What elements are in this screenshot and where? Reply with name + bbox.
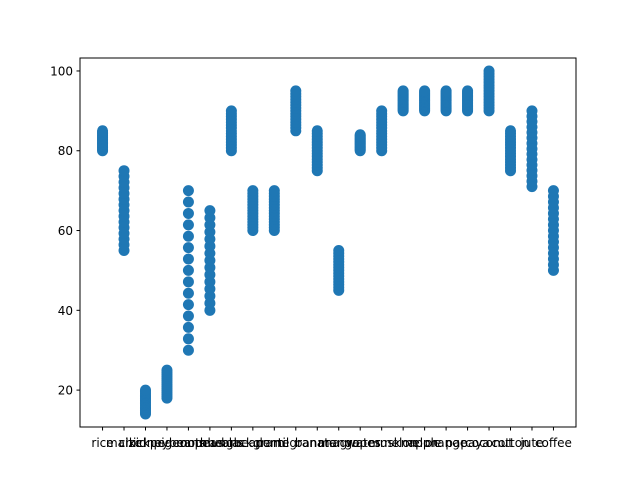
y-axis: 20 40 60 80 100 xyxy=(50,64,80,398)
y-tick-label: 80 xyxy=(58,144,73,158)
series-points-chickpea xyxy=(139,384,151,420)
series-points-mango xyxy=(333,244,345,296)
series-points-cotton xyxy=(505,125,517,177)
x-tick-label: kidneybeans xyxy=(129,436,205,450)
data-point xyxy=(225,105,237,117)
data-point xyxy=(333,244,345,256)
data-point xyxy=(397,85,409,97)
data-point xyxy=(182,310,194,322)
series-points-banana xyxy=(311,125,323,177)
data-point xyxy=(547,185,559,197)
data-point xyxy=(268,185,280,197)
x-tick-label: cotton xyxy=(491,436,529,450)
x-tick-label: blackgram xyxy=(221,436,284,450)
data-point xyxy=(505,125,517,137)
series-points-grapes xyxy=(354,129,366,157)
x-tick-label: apple xyxy=(408,436,441,450)
x-tick-label: lentil xyxy=(259,436,289,450)
data-point xyxy=(182,207,194,219)
series-points-rice xyxy=(97,125,109,157)
data-point xyxy=(182,333,194,345)
y-tick-label: 20 xyxy=(58,384,73,398)
series-points-watermelon xyxy=(376,105,388,157)
points-layer xyxy=(97,65,559,420)
series-points-lentil xyxy=(268,185,280,237)
series-points-coffee xyxy=(547,185,559,276)
x-tick-label: coconut xyxy=(465,436,513,450)
data-point xyxy=(182,299,194,311)
x-tick-label: banana xyxy=(295,436,340,450)
data-point xyxy=(182,264,194,276)
series-points-pigeonpeas xyxy=(182,185,194,356)
data-point xyxy=(290,85,302,97)
series-points-mothbeans xyxy=(204,205,216,316)
series-points-maize xyxy=(118,165,130,256)
x-tick-label: watermelon xyxy=(346,436,417,450)
data-point xyxy=(182,321,194,333)
data-point xyxy=(182,344,194,356)
series-points-coconut xyxy=(483,65,495,117)
data-point xyxy=(204,205,216,217)
x-tick-label: muskmelon xyxy=(368,436,438,450)
x-tick-label: pigeonpeas xyxy=(154,436,224,450)
series-points-pomegranate xyxy=(290,85,302,137)
series-points-papaya xyxy=(462,85,474,117)
data-point xyxy=(182,196,194,208)
data-point xyxy=(247,185,259,197)
x-tick-label: coffee xyxy=(535,436,572,450)
data-point xyxy=(182,253,194,265)
x-tick-label: papaya xyxy=(445,436,489,450)
data-point xyxy=(311,125,323,137)
y-tick-label: 40 xyxy=(58,304,73,318)
series-points-mungbean xyxy=(225,105,237,157)
data-point xyxy=(440,85,452,97)
data-point xyxy=(483,65,495,77)
x-tick-label: pomegranate xyxy=(255,436,336,450)
data-point xyxy=(419,85,431,97)
data-point xyxy=(182,230,194,242)
data-point xyxy=(376,105,388,117)
x-tick-label: jute xyxy=(519,436,543,450)
x-tick-label: grapes xyxy=(340,436,381,450)
x-tick-label: chickpea xyxy=(119,436,172,450)
data-point xyxy=(182,276,194,288)
series-points-blackgram xyxy=(247,185,259,237)
data-point xyxy=(161,364,173,376)
x-axis: ricemaizechickpeakidneybeanspigeonpeasmo… xyxy=(91,427,572,450)
x-tick-label: mungbean xyxy=(199,436,263,450)
x-tick-label: mango xyxy=(318,436,360,450)
data-point xyxy=(139,384,151,396)
data-point xyxy=(182,219,194,231)
y-tick-label: 100 xyxy=(50,64,73,78)
y-tick-label: 60 xyxy=(58,224,73,238)
x-tick-label: maize xyxy=(106,436,142,450)
data-point xyxy=(182,287,194,299)
x-tick-label: rice xyxy=(91,436,113,450)
x-tick-label: mothbeans xyxy=(176,436,244,450)
series-points-muskmelon xyxy=(397,85,409,117)
data-point xyxy=(118,165,130,177)
plot-frame xyxy=(79,57,577,428)
data-point xyxy=(182,185,194,197)
data-point xyxy=(462,85,474,97)
data-point xyxy=(526,105,538,117)
series-points-apple xyxy=(419,85,431,117)
x-tick-label: orange xyxy=(425,436,467,450)
data-point xyxy=(182,242,194,254)
series-points-kidneybeans xyxy=(161,364,173,404)
data-point xyxy=(354,129,366,141)
data-point xyxy=(97,125,109,137)
series-points-jute xyxy=(526,105,538,193)
series-points-orange xyxy=(440,85,452,117)
